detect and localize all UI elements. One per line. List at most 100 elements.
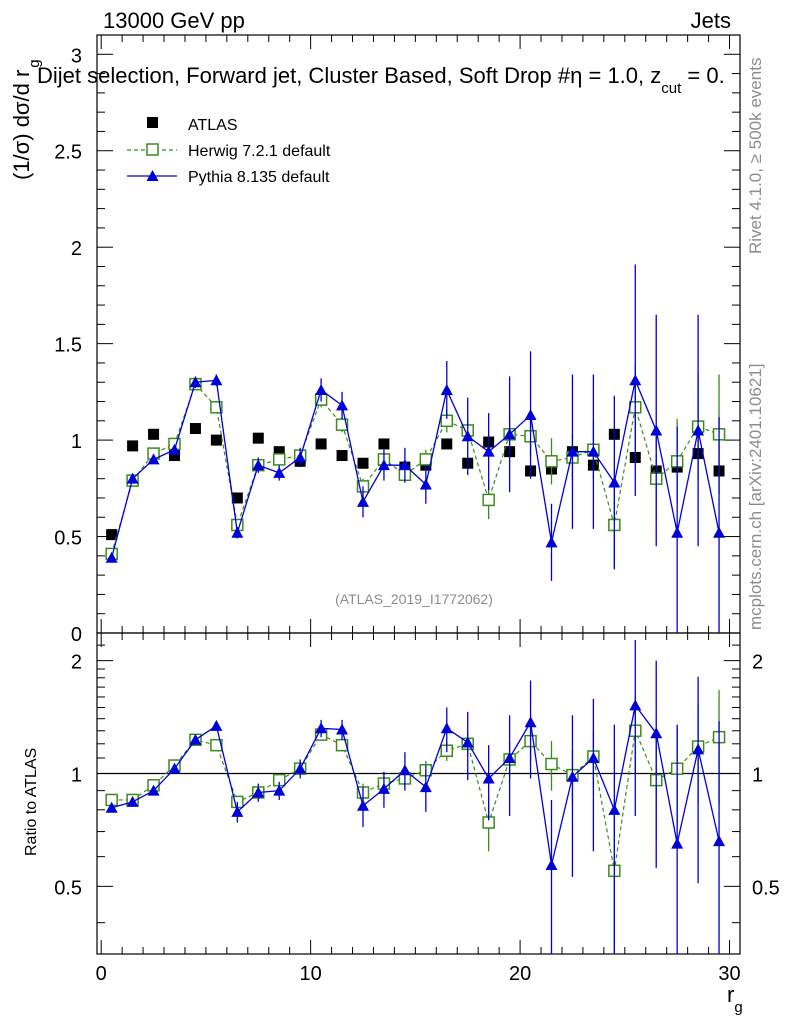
main-atlas-point: [106, 529, 118, 541]
main-pythia-point: [189, 376, 202, 388]
ratio-pythia-point: [545, 859, 558, 871]
main-pythia-point: [440, 383, 453, 395]
main-pythia-point: [336, 399, 349, 411]
main-pythia-point: [503, 428, 516, 440]
rivet-label: Rivet 4.1.0, ≥ 500k events: [746, 58, 765, 254]
ratio-pythia-point: [650, 727, 663, 739]
main-herwig-point: [482, 493, 495, 507]
main-atlas-point: [378, 438, 390, 450]
ratio-pythia-point: [671, 837, 684, 849]
ratio-herwig-point: [210, 738, 223, 752]
main-y-tick-label: 2.5: [54, 142, 82, 164]
main-atlas-point: [127, 440, 139, 452]
ratio-y-tick-label-right: 1: [752, 764, 763, 786]
main-pythia-point: [315, 383, 328, 395]
ratio-pythia-point: [398, 764, 411, 776]
analysis-watermark: (ATLAS_2019_I1772062): [335, 591, 493, 607]
main-atlas-point: [148, 428, 160, 440]
ratio-pythia-point: [189, 733, 202, 745]
ratio-y-tick-label: 2: [71, 652, 82, 674]
main-atlas-point: [231, 492, 243, 504]
mcplots-label: mcplots.cern.ch [arXiv:2401.10621]: [746, 364, 765, 630]
x-tick-label: 20: [509, 963, 531, 985]
ratio-pythia-point: [377, 782, 390, 794]
ratio-herwig-series: [105, 689, 726, 954]
ratio-herwig-line: [111, 728, 720, 871]
main-pythia-point: [356, 495, 369, 507]
ratio-pythia-point: [587, 751, 600, 763]
main-y-tick-label: 1.5: [54, 335, 82, 357]
main-y-tick-label: 2: [71, 238, 82, 260]
main-pythia-series: [105, 264, 726, 633]
main-atlas-point: [336, 450, 348, 462]
main-pythia-point: [713, 526, 726, 538]
main-y-tick-label: 3: [71, 45, 82, 67]
main-pythia-point: [252, 459, 265, 471]
selection-title-sub: cut: [661, 80, 682, 97]
ratio-pythia-point: [315, 722, 328, 734]
main-pythia-point: [545, 536, 558, 548]
main-pythia-point: [231, 526, 244, 538]
main-y-axis-title: (1/σ) dσ/d r g: [9, 59, 43, 180]
main-pythia-point: [524, 409, 537, 421]
x-axis-title: rg: [727, 982, 743, 1016]
main-herwig-line: [111, 383, 720, 555]
selection-title: Dijet selection, Forward jet, Cluster Ba…: [37, 63, 725, 97]
main-pythia-point: [587, 445, 600, 457]
main-y-tick-label: 0.5: [54, 528, 82, 550]
main-axes: 0 0.5 1 1.5 2 2.5 3: [54, 34, 740, 646]
main-pythia-point: [105, 551, 118, 563]
main-atlas-point: [168, 450, 180, 462]
ratio-pythia-point: [503, 751, 516, 763]
ratio-y-tick-label: 0.5: [54, 877, 82, 899]
main-pythia-point: [692, 424, 705, 436]
ratio-pythia-point: [356, 799, 369, 811]
main-y-axis-title-sub: g: [26, 59, 43, 67]
ratio-pythia-series: [105, 640, 726, 954]
main-pythia-point: [398, 459, 411, 471]
ratio-y-tick-label-right: 2: [752, 652, 763, 674]
main-herwig-point: [335, 418, 349, 431]
main-pythia-point: [629, 374, 642, 386]
main-pythia-point: [671, 526, 684, 538]
main-atlas-point: [441, 438, 453, 450]
ratio-herwig-point: [545, 757, 558, 771]
ratio-pythia-point: [608, 803, 621, 815]
ratio-pythia-point: [126, 795, 139, 807]
main-pythia-point: [650, 424, 663, 436]
main-pythia-point: [608, 476, 621, 488]
main-herwig-point: [419, 453, 433, 466]
ratio-pythia-point: [210, 719, 223, 731]
main-pythia-line: [111, 378, 720, 558]
x-tick-label: 0: [96, 963, 107, 985]
main-pythia-point: [168, 443, 181, 455]
main-atlas-point: [189, 423, 201, 435]
legend-herwig-label: Herwig 7.2.1 default: [188, 143, 331, 160]
selection-title-suffix: = 1.0, z: [582, 63, 661, 88]
main-y-axis-title-main: (1/σ) dσ/d r: [9, 70, 34, 180]
main-atlas-point: [357, 457, 369, 469]
x-axis-title-sub: g: [734, 999, 742, 1016]
main-atlas-point: [252, 432, 264, 444]
main-y-tick-label: 0: [71, 624, 82, 646]
legend-pythia-marker: [146, 170, 159, 181]
selection-title-prefix: Dijet selection, Forward jet, Cluster Ba…: [37, 63, 571, 88]
ratio-pythia-point: [231, 805, 244, 817]
ratio-pythia-point: [273, 784, 286, 796]
main-pythia-point: [419, 478, 432, 490]
legend-herwig-marker: [146, 143, 159, 156]
selection-title-end: = 0.: [681, 63, 724, 88]
process-label: Jets: [691, 8, 731, 33]
ratio-y-tick-label-right: 0.5: [752, 877, 780, 899]
main-pythia-point: [273, 466, 286, 478]
ratio-pythia-point: [294, 762, 307, 774]
ratio-pythia-point: [147, 784, 160, 796]
ratio-pythia-point: [252, 786, 265, 798]
ratio-axes: 0 10 20 30 0.5 0.5 1 1 2 2: [54, 633, 780, 985]
ratio-pythia-point: [482, 772, 495, 784]
main-herwig-point: [272, 453, 286, 466]
main-y-tick-label: 1: [71, 431, 82, 453]
main-pythia-point: [377, 459, 390, 471]
legend: ATLAS Herwig 7.2.1 default Pythia 8.135 …: [127, 117, 331, 186]
